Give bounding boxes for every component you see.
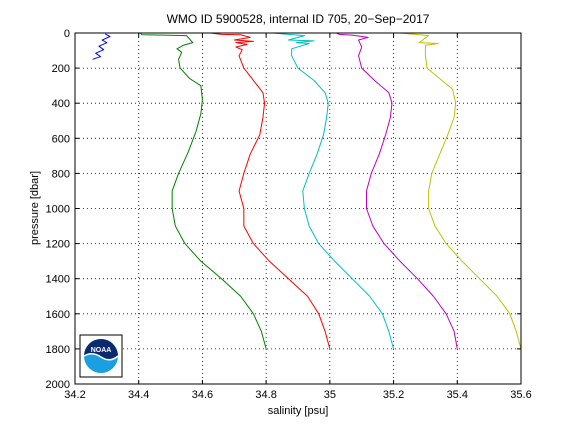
- series-line-1: [92, 33, 111, 60]
- series-line-3: [210, 32, 331, 350]
- y-tick-label: 800: [52, 168, 70, 180]
- chart-title: WMO ID 5900528, internal ID 705, 20−Sep−…: [167, 12, 430, 26]
- x-tick-label: 34.2: [64, 389, 85, 401]
- ticks-group: 34.2 34.4 34.6 34.8 35 35.2 35.4 35.6 0 200 400 600…: [46, 28, 532, 401]
- noaa-logo: NOAA: [79, 334, 123, 378]
- series-line-6: [399, 32, 522, 350]
- x-tick-label: 35.4: [447, 389, 468, 401]
- y-tick-label: 600: [52, 133, 70, 145]
- x-tick-label: 34.8: [255, 389, 276, 401]
- series-line-2: [139, 32, 267, 350]
- y-tick-label: 1600: [46, 309, 70, 321]
- series-line-5: [336, 32, 458, 349]
- x-tick-label: 35.2: [383, 389, 404, 401]
- x-tick-label: 34.4: [128, 389, 149, 401]
- x-tick-label: 34.6: [192, 389, 213, 401]
- y-tick-label: 0: [64, 28, 70, 40]
- y-tick-label: 1800: [46, 344, 70, 356]
- x-axis-label: salinity [psu]: [268, 405, 329, 417]
- logo-text: NOAA: [91, 347, 112, 354]
- y-tick-label: 1400: [46, 274, 70, 286]
- x-tick-label: 35.6: [510, 389, 531, 401]
- x-tick-label: 35: [324, 389, 336, 401]
- y-tick-label: 1200: [46, 239, 70, 251]
- grid-lines: [75, 33, 521, 384]
- y-axis-label: pressure [dbar]: [29, 171, 41, 245]
- series-line-4: [272, 32, 395, 350]
- y-tick-label: 200: [52, 63, 70, 75]
- series-group: [92, 32, 522, 350]
- y-tick-label: 2000: [46, 379, 70, 391]
- y-tick-label: 400: [52, 98, 70, 110]
- y-tick-label: 1000: [46, 204, 70, 216]
